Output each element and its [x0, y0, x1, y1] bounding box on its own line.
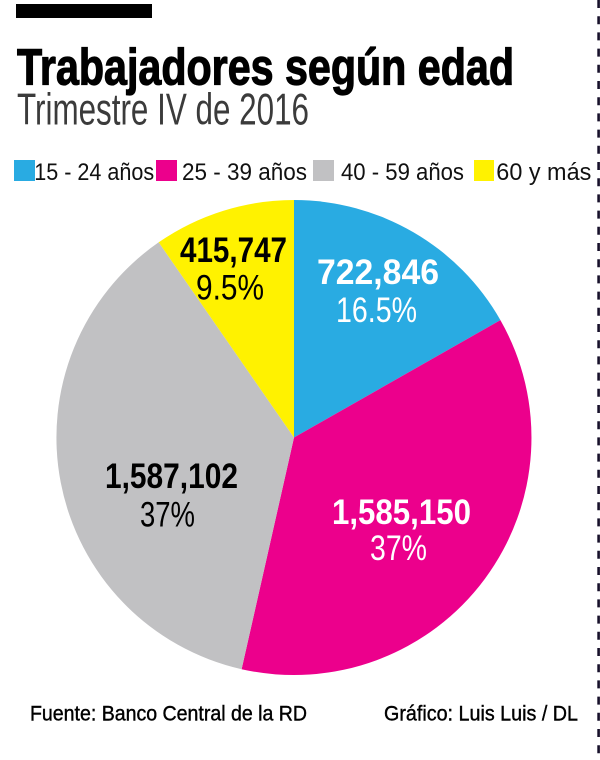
svg-text:37%: 37% [140, 496, 195, 535]
svg-text:Trabajadores según edad: Trabajadores según edad [17, 39, 514, 96]
svg-text:Gráfico: Luis Luis / DL: Gráfico: Luis Luis / DL [384, 702, 578, 726]
svg-text:722,846: 722,846 [317, 253, 439, 292]
svg-text:1,585,150: 1,585,150 [332, 493, 471, 532]
svg-text:16.5%: 16.5% [336, 291, 417, 330]
svg-text:15 - 24 años: 15 - 24 años [34, 159, 154, 186]
svg-text:Trimestre IV de 2016: Trimestre IV de 2016 [17, 86, 309, 135]
svg-text:9.5%: 9.5% [196, 269, 264, 308]
svg-text:25 - 39 años: 25 - 39 años [182, 159, 307, 186]
svg-text:40 - 59 años: 40 - 59 años [341, 159, 464, 186]
svg-text:60 y más: 60 y más [496, 159, 591, 186]
svg-text:1,587,102: 1,587,102 [105, 457, 238, 496]
svg-text:37%: 37% [370, 529, 427, 568]
svg-text:415,747: 415,747 [180, 231, 287, 270]
svg-text:Fuente: Banco Central de la RD: Fuente: Banco Central de la RD [30, 702, 307, 726]
